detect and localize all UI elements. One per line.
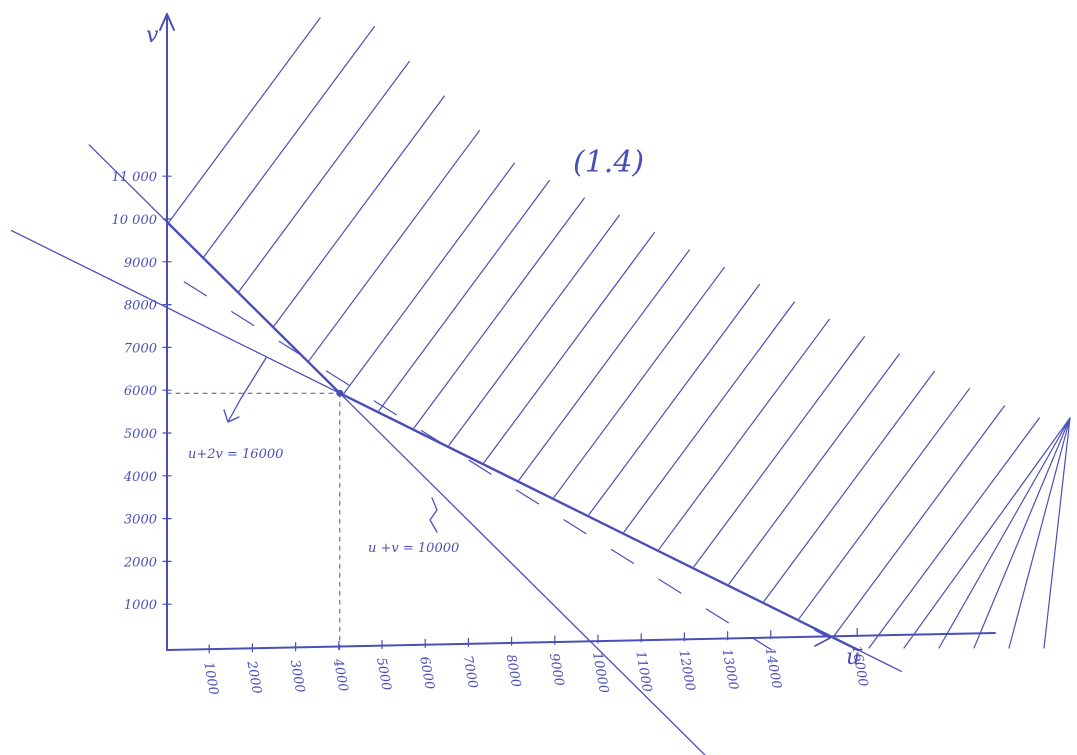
x-axis-label: u xyxy=(846,645,860,670)
annotations: (1.4) v u u+2v = 16000 u +v = 10000 xyxy=(146,23,860,670)
hatch-line xyxy=(483,232,655,464)
hatch-line xyxy=(1008,417,1071,649)
figure-label: (1.4) xyxy=(573,145,644,180)
label-squiggle-u-plus-v xyxy=(429,497,438,533)
hatch-line xyxy=(903,417,1071,649)
x-tick-label: 9000 xyxy=(546,652,567,687)
x-tick-label: 4000 xyxy=(330,657,351,693)
hatch-line xyxy=(693,336,865,568)
y-tick-label: 8000 xyxy=(124,299,157,314)
hatch-line xyxy=(413,197,585,429)
constraint-label-u-plus-2v: u+2v = 16000 xyxy=(188,447,283,462)
x-tick-label: 16000 xyxy=(848,644,870,687)
hatch-line xyxy=(168,17,321,223)
hatch-line xyxy=(203,26,375,258)
y-axis-arrowhead xyxy=(159,13,175,31)
x-tick-label: 1000 xyxy=(200,661,221,696)
hatch-line xyxy=(938,417,1071,649)
x-tick-label: 2000 xyxy=(243,659,264,695)
hatch-line xyxy=(798,388,970,620)
tick-labels: 1000 2000 3000 4000 5000 6000 7000 8000 9000 10 0… xyxy=(112,170,871,696)
x-tick-label: 8000 xyxy=(503,653,524,688)
y-tick-label: 6000 xyxy=(124,384,157,399)
x-tick-label: 7000 xyxy=(459,654,480,689)
hatch-line xyxy=(273,95,445,327)
constraint-label-u-plus-v: u +v = 10000 xyxy=(368,541,459,556)
hatch-line xyxy=(238,60,410,292)
y-tick-label: 2000 xyxy=(123,555,157,570)
hatch-line xyxy=(518,249,690,481)
y-tick-label: 3000 xyxy=(124,513,157,528)
x-tick-label: 10000 xyxy=(589,651,611,694)
hatch-line xyxy=(588,284,760,516)
hatch-line xyxy=(378,180,550,412)
hatch-line xyxy=(658,318,830,550)
hatch-line xyxy=(833,405,1005,637)
hatch-line xyxy=(1043,417,1071,649)
hatch-line xyxy=(973,417,1071,649)
label-arrow-u-plus-2v xyxy=(223,357,267,423)
y-tick-label: 4000 xyxy=(123,470,157,485)
y-tick-label: 9000 xyxy=(124,256,157,271)
hatch-line xyxy=(553,266,725,498)
axes xyxy=(159,13,996,651)
feasible-region-hatching xyxy=(168,17,1071,649)
x-axis xyxy=(166,632,996,651)
hatch-line xyxy=(728,353,900,585)
y-tick-label: 1000 xyxy=(124,598,157,613)
constraint-lines xyxy=(10,144,903,755)
feasible-boundary xyxy=(165,220,860,652)
hatch-line xyxy=(308,130,480,362)
y-tick-label: 11 000 xyxy=(112,170,158,185)
y-axis-label: v xyxy=(146,23,159,48)
x-tick-label: 6000 xyxy=(416,655,437,690)
line-u-plus-v xyxy=(88,144,706,755)
x-tick-label: 11000 xyxy=(632,650,654,693)
x-tick-label: 14000 xyxy=(762,647,784,690)
x-tick-label: 3000 xyxy=(287,659,308,694)
intersection-point xyxy=(336,389,344,397)
y-tick-label: 5000 xyxy=(124,427,157,442)
x-tick-label: 13000 xyxy=(719,648,741,691)
y-tick-label: 7000 xyxy=(124,341,157,356)
x-axis-arrowhead xyxy=(814,629,831,647)
y-tick-label: 10 000 xyxy=(112,213,158,228)
hatch-line xyxy=(448,214,620,446)
objective-dashed-line xyxy=(183,281,773,651)
hatch-line xyxy=(763,370,935,602)
x-tick-label: 12000 xyxy=(675,649,697,692)
x-tick-label: 5000 xyxy=(373,657,394,692)
hatch-line xyxy=(623,301,795,533)
hatch-line xyxy=(868,417,1040,649)
hatch-line xyxy=(343,162,515,394)
